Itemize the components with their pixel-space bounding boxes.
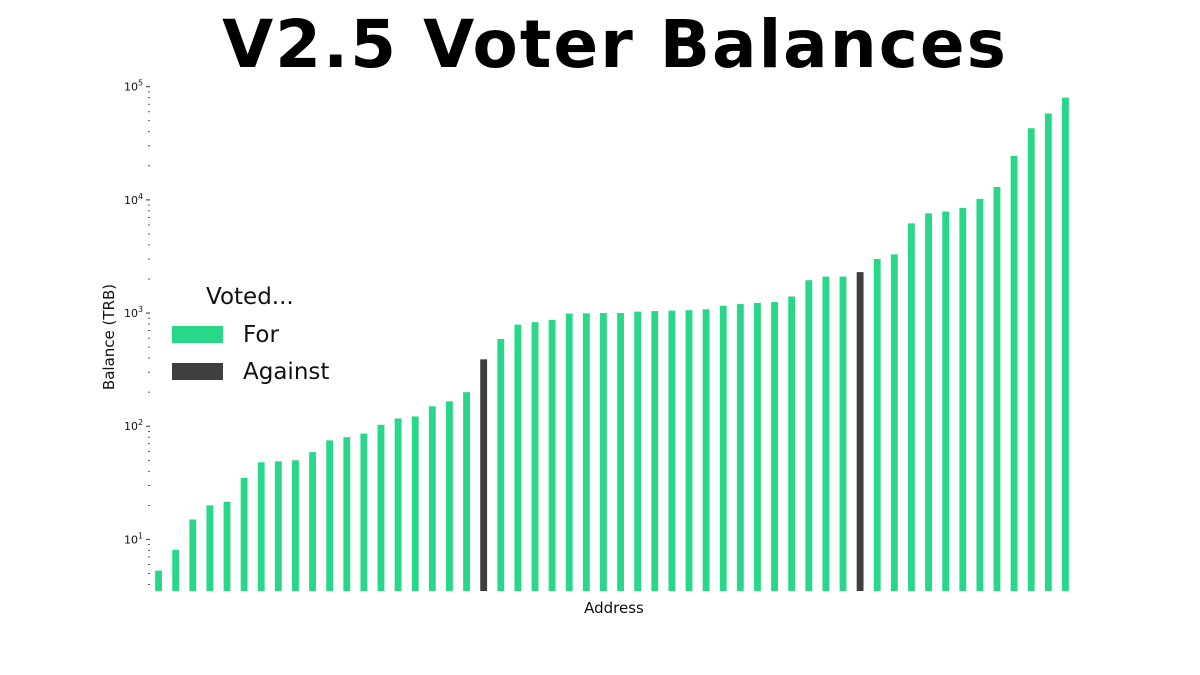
bar-for-36 <box>754 302 761 591</box>
bar-for-41 <box>839 276 847 591</box>
bar-for-51 <box>1010 155 1018 591</box>
legend-title: Voted... <box>206 284 294 310</box>
y-tick-label: 102 <box>124 418 143 433</box>
y-axis-label: Balance (TRB) <box>100 284 118 390</box>
bar-for-29 <box>634 311 642 591</box>
bar-for-2 <box>172 549 180 591</box>
y-tick-label: 104 <box>124 192 143 207</box>
bar-for-15 <box>394 418 402 591</box>
legend: Voted... For Against <box>172 282 342 390</box>
bar-for-22 <box>514 324 522 591</box>
bar-for-28 <box>617 313 624 591</box>
bar-for-46 <box>925 213 932 591</box>
bar-for-45 <box>908 223 915 592</box>
bar-for-18 <box>446 401 453 591</box>
bar-for-11 <box>326 440 334 591</box>
bar-for-48 <box>959 207 967 591</box>
bar-for-26 <box>582 313 590 591</box>
y-tick-label: 101 <box>124 531 143 546</box>
bar-for-8 <box>274 461 282 591</box>
bar-for-3 <box>189 519 197 591</box>
legend-swatch-for <box>172 326 223 343</box>
bar-for-31 <box>668 310 676 591</box>
legend-swatch-against <box>172 363 223 380</box>
bar-for-54 <box>1062 97 1069 592</box>
bar-for-27 <box>600 313 607 591</box>
bar-for-39 <box>805 280 813 591</box>
y-tick-label: 103 <box>124 305 143 320</box>
y-tick-label: 105 <box>124 79 143 94</box>
bar-for-1 <box>155 570 162 591</box>
bar-for-9 <box>292 460 299 591</box>
bar-for-14 <box>377 424 385 591</box>
bar-for-17 <box>428 406 436 591</box>
bar-against-42 <box>856 272 864 591</box>
bar-for-38 <box>788 296 796 591</box>
bar-for-21 <box>497 338 505 591</box>
bar-for-10 <box>309 452 316 591</box>
bar-for-40 <box>822 276 830 591</box>
bar-for-16 <box>411 416 419 591</box>
bar-for-12 <box>343 437 351 591</box>
bar-series <box>155 97 1069 592</box>
bar-for-4 <box>206 505 214 591</box>
bar-for-47 <box>942 211 950 591</box>
bar-for-49 <box>976 198 984 591</box>
legend-label-for: For <box>243 321 279 348</box>
bar-for-32 <box>685 310 693 591</box>
bar-for-44 <box>890 254 898 592</box>
chart-title: V2.5 Voter Balances <box>222 6 1008 83</box>
bar-for-52 <box>1027 128 1035 592</box>
bar-for-35 <box>736 304 744 591</box>
legend-entry-for: For <box>172 316 342 353</box>
legend-label-against: Against <box>243 358 330 385</box>
bar-for-7 <box>257 462 265 591</box>
bar-for-53 <box>1044 113 1052 592</box>
bar-for-23 <box>531 322 539 591</box>
bar-for-34 <box>719 305 727 591</box>
bar-for-19 <box>463 392 470 591</box>
bar-for-37 <box>771 302 778 591</box>
legend-entry-against: Against <box>172 353 342 390</box>
bar-for-5 <box>223 501 231 591</box>
bar-for-13 <box>360 433 368 591</box>
bar-for-43 <box>873 259 881 591</box>
bar-for-50 <box>993 186 1001 591</box>
bar-against-20 <box>480 359 488 591</box>
x-axis-label: Address <box>584 599 644 617</box>
bar-for-24 <box>548 319 556 591</box>
bar-for-30 <box>651 311 659 591</box>
bar-for-25 <box>565 313 573 591</box>
bar-for-6 <box>240 477 248 591</box>
y-axis: 101 102 103 104 105 <box>124 79 150 585</box>
bar-for-33 <box>702 309 710 591</box>
